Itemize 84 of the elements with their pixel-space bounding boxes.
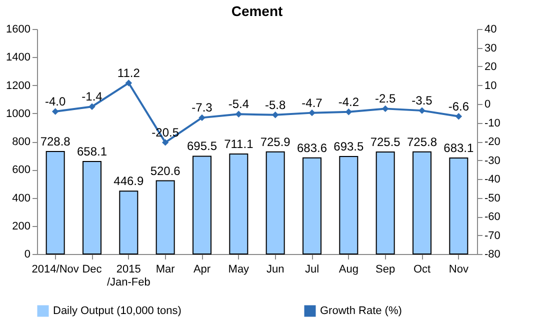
data-label: 711.1 — [224, 137, 254, 151]
data-label: 725.8 — [406, 134, 438, 149]
data-label: -2.5 — [374, 92, 396, 106]
point — [455, 113, 462, 120]
y2-tick-label: -30 — [484, 154, 500, 167]
point — [125, 80, 132, 86]
bar — [229, 154, 248, 254]
data-label: 11.2 — [117, 66, 140, 80]
point — [382, 105, 389, 112]
y2-tick-label: 0 — [484, 98, 491, 110]
y2-tick-label: -20 — [484, 136, 500, 148]
data-label: -4.2 — [338, 94, 360, 109]
bar — [156, 180, 175, 254]
data-label: 725.9 — [260, 134, 291, 149]
y2-tick-label: -70 — [484, 230, 500, 242]
x-tick-label: Nov — [448, 264, 469, 276]
point — [345, 108, 352, 116]
bar — [339, 156, 358, 254]
point — [272, 112, 279, 118]
x-tick-label: Dec — [82, 264, 102, 276]
data-label: 728.8 — [40, 134, 71, 149]
y-tick-label: 600 — [12, 164, 30, 176]
y2-tick-label: -60 — [484, 211, 500, 223]
y-tick-label: 1000 — [6, 108, 30, 120]
point — [162, 139, 169, 146]
bar — [46, 151, 65, 254]
bar — [302, 157, 322, 254]
point — [88, 103, 96, 110]
point — [52, 108, 59, 115]
point — [198, 114, 206, 122]
data-label: -5.8 — [264, 98, 286, 112]
point — [418, 107, 426, 114]
y-tick-label: 200 — [12, 220, 30, 232]
x-tick-label: 2014/Nov — [32, 264, 80, 276]
x-tick-label: Mar — [156, 264, 176, 276]
y2-tick-label: 30 — [484, 42, 497, 54]
bar — [412, 151, 432, 254]
bar — [376, 151, 395, 254]
data-label: -3.5 — [412, 94, 433, 108]
y2-tick-label: 40 — [484, 24, 497, 36]
y-tick-label: 800 — [12, 136, 30, 148]
x-tick-label: Jun — [266, 264, 284, 276]
data-label: 658.1 — [76, 144, 108, 158]
point — [235, 110, 242, 118]
y-tick-label: 1600 — [6, 24, 30, 36]
data-label: 446.9 — [114, 174, 144, 188]
data-label: 683.6 — [296, 140, 328, 155]
legend-label: Daily Output (10,000 tons) — [53, 305, 182, 317]
data-label: -7.3 — [192, 100, 213, 115]
y2-tick-label: -50 — [484, 192, 500, 204]
bar — [82, 160, 102, 254]
data-label: -4.0 — [44, 94, 66, 108]
y2-tick-label: -40 — [484, 174, 500, 186]
x-tick-label: Oct — [413, 264, 431, 276]
data-label: 695.5 — [186, 139, 218, 154]
data-label: 683.1 — [444, 140, 474, 155]
x-tick-label: May — [228, 264, 250, 276]
y2-tick-label: -10 — [484, 117, 500, 130]
bar — [449, 157, 468, 254]
x-tick-label: 2015 /Jan-Feb — [106, 264, 150, 288]
x-tick-label: Aug — [338, 264, 358, 276]
y2-tick-label: -80 — [484, 248, 500, 260]
y-tick-label: 1400 — [6, 52, 30, 64]
point — [308, 109, 316, 116]
bar — [119, 190, 138, 254]
x-tick-label: Sep — [376, 264, 396, 276]
chart-title: Cement — [231, 3, 284, 19]
data-label: -5.4 — [228, 97, 250, 112]
data-label: -4.7 — [302, 96, 323, 110]
data-label: 725.5 — [370, 134, 401, 149]
bar — [266, 151, 285, 254]
y-tick-label: 400 — [12, 192, 30, 204]
y-tick-label: 1200 — [6, 80, 30, 92]
legend-label: Growth Rate (%) — [320, 305, 402, 317]
data-label: 693.5 — [334, 139, 364, 154]
bar — [192, 156, 212, 254]
y2-tick-label: 10 — [484, 80, 497, 92]
data-label: -1.4 — [82, 90, 103, 104]
y-tick-label: 0 — [24, 248, 30, 260]
data-label: 520.6 — [150, 164, 181, 178]
y2-tick-label: 20 — [484, 61, 497, 73]
data-label: -6.6 — [448, 99, 470, 114]
x-tick-label: Apr — [193, 264, 211, 276]
x-tick-label: Jul — [304, 264, 320, 276]
